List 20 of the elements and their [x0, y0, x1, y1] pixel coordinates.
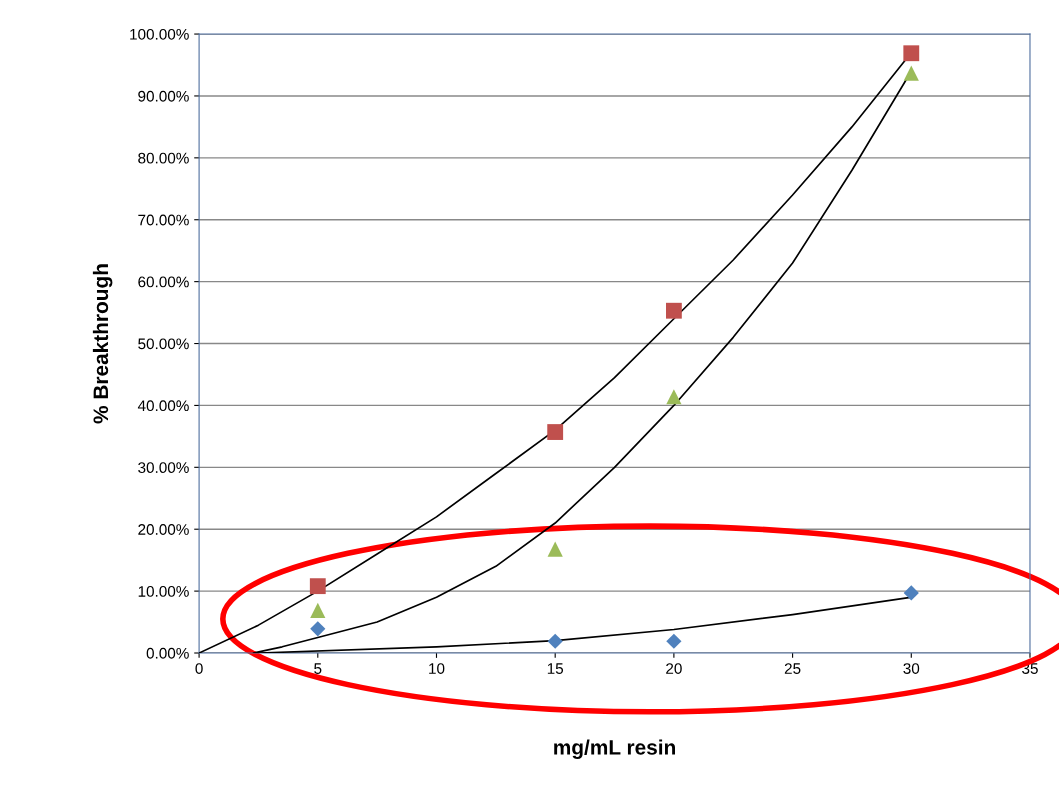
y-tick-label: 90.00% — [138, 90, 189, 102]
y-axis-title: % Breakthrough — [92, 264, 113, 424]
y-tick-label: 60.00% — [138, 276, 189, 288]
x-tick-label: 25 — [784, 663, 801, 674]
x-tick-label: 0 — [195, 663, 203, 674]
x-axis-title: mg/mL resin — [554, 739, 675, 759]
y-tick-label: 80.00% — [138, 152, 189, 164]
y-tick-label: 40.00% — [137, 400, 189, 412]
y-tick-label: 70.00% — [138, 214, 189, 226]
y-tick-label: 30.00% — [138, 462, 189, 474]
y-tick-label: 10.00% — [138, 585, 189, 597]
y-tick-label: 50.00% — [138, 338, 189, 350]
x-tick-label: 5 — [314, 663, 322, 674]
x-tick-label: 20 — [666, 663, 682, 674]
y-tick-label: 0.00% — [146, 647, 189, 659]
x-tick-label: 10 — [429, 663, 445, 674]
x-tick-label: 30 — [903, 663, 920, 674]
y-tick-label: 20.00% — [138, 524, 189, 535]
y-tick-label: 100.00% — [130, 28, 189, 40]
x-tick-label: 15 — [547, 663, 564, 674]
